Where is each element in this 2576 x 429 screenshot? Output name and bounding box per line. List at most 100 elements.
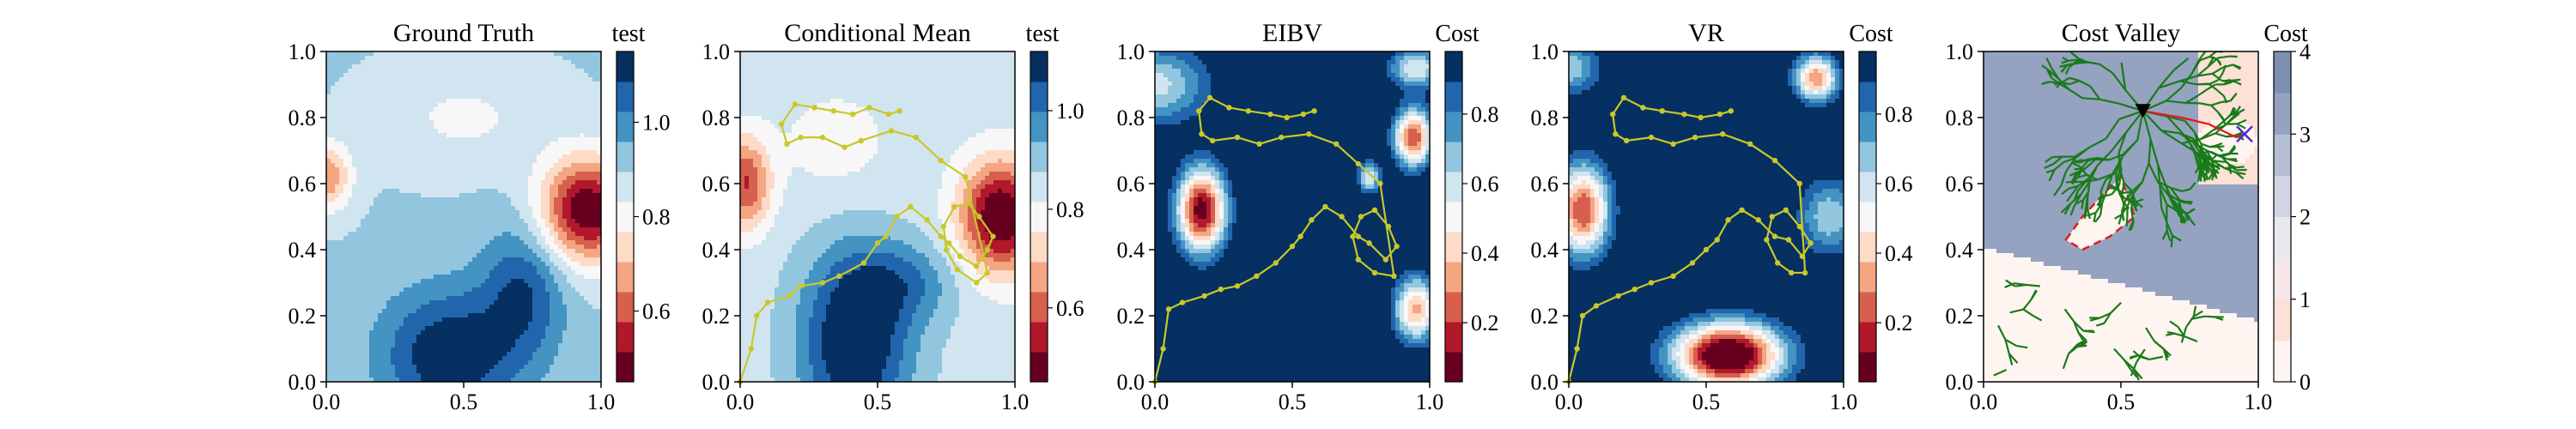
path-point-29 bbox=[938, 157, 944, 164]
y-tick-label: 0.6 bbox=[289, 172, 317, 196]
colorbar-tick-label: 0.6 bbox=[1885, 172, 1913, 196]
path-point-1 bbox=[1574, 346, 1580, 352]
path-point-22 bbox=[1355, 257, 1362, 263]
x-tick-label: 0.0 bbox=[726, 390, 755, 414]
path-point-20 bbox=[976, 214, 982, 220]
path-point-24 bbox=[943, 246, 950, 253]
path-point-41 bbox=[1728, 108, 1735, 114]
colorbar-tick-label: 0.2 bbox=[1471, 311, 1499, 335]
path-point-16 bbox=[1382, 257, 1389, 263]
path-point-32 bbox=[1210, 137, 1216, 144]
path-point-13 bbox=[1755, 217, 1761, 223]
path-point-4 bbox=[1615, 293, 1621, 299]
colorbar-label: Cost bbox=[1849, 21, 1893, 47]
path-point-34 bbox=[819, 134, 826, 141]
y-tick-label: 0.0 bbox=[1531, 370, 1559, 395]
colorbar-label: Cost bbox=[2263, 21, 2308, 47]
y-tick-label: 0.2 bbox=[1531, 304, 1559, 329]
x-tick-label: 0.0 bbox=[1555, 390, 1583, 414]
path-point-28 bbox=[963, 174, 969, 180]
path-point-40 bbox=[1300, 111, 1307, 118]
selected-path bbox=[2142, 110, 2245, 139]
path-point-21 bbox=[1764, 237, 1770, 243]
path-point-29 bbox=[1692, 134, 1698, 141]
path-point-25 bbox=[1796, 180, 1802, 187]
panel-title: Cost Valley bbox=[2062, 19, 2181, 47]
path-point-39 bbox=[1698, 114, 1704, 121]
x-tick-label: 0.0 bbox=[1970, 390, 1998, 414]
path-point-19 bbox=[1783, 207, 1789, 213]
path-point-22 bbox=[951, 203, 957, 210]
path-point-42 bbox=[866, 105, 872, 111]
colorbar-tick-label: 1.0 bbox=[642, 111, 671, 136]
colorbar-tick-label: 0 bbox=[2300, 370, 2311, 395]
path-point-6 bbox=[1234, 283, 1241, 289]
colorbar-tick-label: 0.6 bbox=[1471, 172, 1499, 196]
path-point-11 bbox=[1725, 217, 1731, 223]
path-point-10 bbox=[1297, 233, 1303, 239]
path-point-19 bbox=[990, 233, 996, 239]
path-point-39 bbox=[811, 105, 817, 111]
path-point-9 bbox=[1289, 243, 1296, 250]
path-point-24 bbox=[1391, 273, 1397, 279]
colorbar-tick-label: 0.6 bbox=[1056, 296, 1084, 321]
path-point-41 bbox=[850, 111, 856, 118]
heatmap-field bbox=[1569, 51, 1844, 382]
rrt-tree bbox=[1993, 51, 2247, 381]
y-tick-label: 0.6 bbox=[1117, 172, 1145, 196]
path-point-37 bbox=[1245, 108, 1252, 114]
y-tick-label: 0.0 bbox=[1946, 370, 1974, 395]
path-point-23 bbox=[940, 223, 947, 230]
path-point-33 bbox=[841, 144, 848, 150]
x-tick-label: 1.0 bbox=[587, 390, 616, 414]
panel-title: Conditional Mean bbox=[784, 19, 970, 47]
y-tick-label: 0.4 bbox=[1946, 238, 1974, 263]
path-point-18 bbox=[1796, 223, 1802, 230]
path-point-26 bbox=[1771, 157, 1778, 164]
y-tick-label: 0.2 bbox=[1946, 304, 1974, 329]
path-point-3 bbox=[1593, 303, 1600, 309]
y-tick-label: 0.4 bbox=[1531, 238, 1559, 263]
path-point-4 bbox=[787, 293, 793, 299]
path-point-33 bbox=[1613, 131, 1619, 137]
path-point-15 bbox=[946, 240, 952, 246]
y-tick-label: 0.2 bbox=[289, 304, 317, 329]
path-point-24 bbox=[1802, 269, 1808, 276]
path-point-8 bbox=[1273, 260, 1279, 266]
target-marker bbox=[2236, 125, 2253, 143]
path-point-40 bbox=[830, 108, 836, 114]
y-tick-label: 0.6 bbox=[1531, 172, 1559, 196]
path-point-20 bbox=[1769, 214, 1775, 220]
path-point-35 bbox=[1620, 94, 1627, 101]
path-point-25 bbox=[1377, 180, 1383, 187]
path-point-37 bbox=[1659, 108, 1666, 114]
path-point-17 bbox=[974, 263, 980, 269]
path-point-31 bbox=[1648, 134, 1655, 141]
colorbar-label: test bbox=[1026, 21, 1060, 47]
path-point-21 bbox=[965, 200, 971, 207]
x-tick-label: 0.5 bbox=[2107, 390, 2136, 414]
path-point-43 bbox=[885, 111, 892, 118]
path-point-35 bbox=[798, 134, 804, 141]
y-tick-label: 0.8 bbox=[1531, 106, 1559, 130]
path-point-31 bbox=[1234, 134, 1241, 141]
y-tick-label: 1.0 bbox=[289, 39, 317, 64]
y-tick-label: 1.0 bbox=[1117, 39, 1145, 64]
path-point-44 bbox=[896, 108, 902, 114]
y-tick-label: 1.0 bbox=[1946, 39, 1974, 64]
panel-title: Ground Truth bbox=[393, 19, 534, 47]
path-point-7 bbox=[1254, 273, 1260, 279]
colorbar-tick-label: 3 bbox=[2300, 122, 2311, 147]
heatmap-field bbox=[326, 51, 601, 382]
path-point-15 bbox=[1785, 237, 1792, 243]
path-point-28 bbox=[1720, 131, 1726, 137]
heatmap-field bbox=[740, 51, 1015, 382]
path-point-17 bbox=[1394, 243, 1400, 250]
y-tick-label: 0.2 bbox=[1117, 304, 1145, 329]
path-point-38 bbox=[792, 101, 799, 107]
colorbar: 0.6 0.8 1.0 test bbox=[612, 21, 671, 383]
y-tick-label: 0.4 bbox=[289, 238, 317, 263]
path-point-1 bbox=[748, 346, 754, 352]
agent-marker bbox=[2135, 104, 2151, 118]
